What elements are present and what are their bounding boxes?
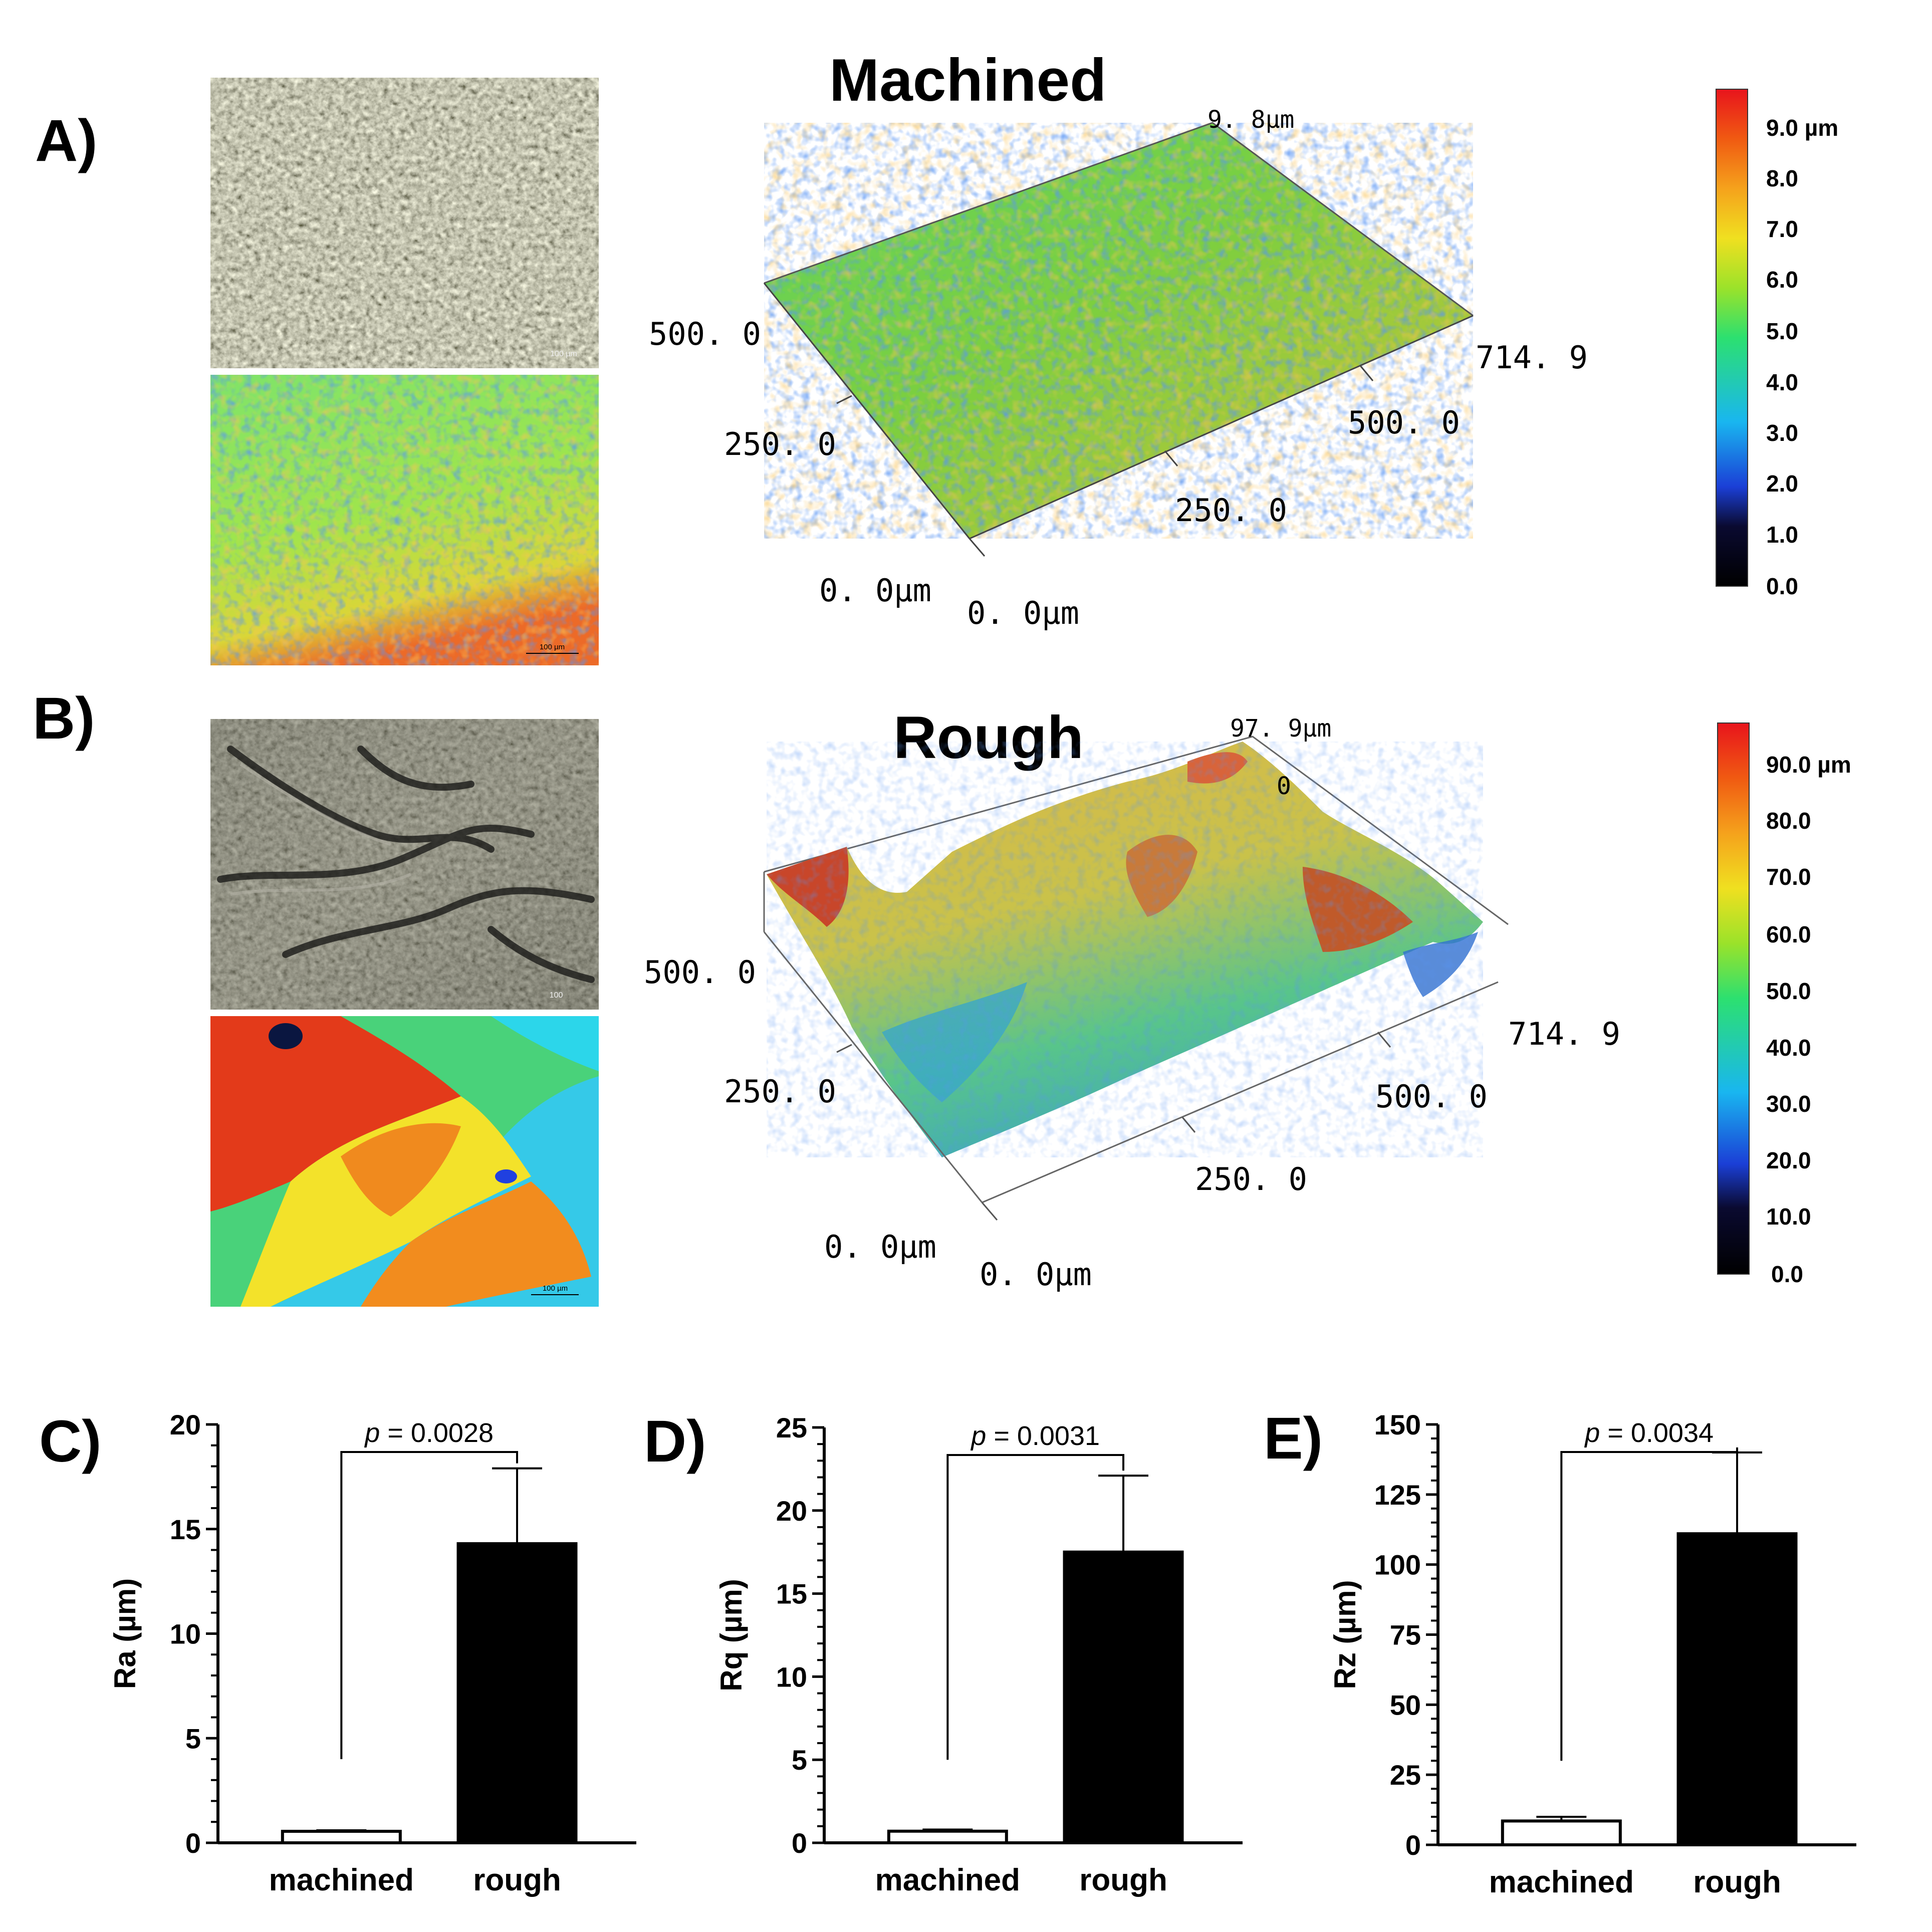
significance-bracket <box>340 1451 519 1759</box>
rough-cbar-label-50: 50.0 <box>1766 978 1811 1004</box>
x-tick-label-rough: rough <box>473 1863 561 1897</box>
machined-cbar-label-4: 4.0 <box>1766 369 1798 395</box>
machined-cbar-label-8: 8.0 <box>1766 165 1798 191</box>
rough-cbar-label-40: 40.0 <box>1766 1035 1811 1061</box>
y-tick-label: 10 <box>170 1618 201 1650</box>
p-value-annotation: p = 0.0031 <box>970 1421 1100 1451</box>
rough-colorbar <box>1717 722 1750 1275</box>
p-value-annotation: p = 0.0034 <box>1584 1418 1714 1448</box>
rough-cbar-label-80: 80.0 <box>1766 808 1811 834</box>
rough-cbar-label-30: 30.0 <box>1766 1091 1811 1117</box>
machined-cbar-label-3: 3.0 <box>1766 420 1798 446</box>
p-value-annotation: p = 0.0028 <box>364 1418 494 1448</box>
y-tick-label: 150 <box>1374 1409 1421 1440</box>
rough-zero-label: 0 <box>1277 772 1291 800</box>
y-tick-label: 25 <box>1390 1759 1421 1791</box>
y-tick-label: 5 <box>185 1723 201 1754</box>
rough-y-tick-500: 500. 0 <box>644 954 756 991</box>
y-tick-label: 75 <box>1390 1619 1421 1651</box>
y-tick-label: 15 <box>170 1514 201 1545</box>
machined-cbar-label-9: 9.0 µm <box>1766 115 1839 141</box>
bar-machined <box>1501 1819 1622 1847</box>
y-tick-label: 125 <box>1374 1479 1421 1511</box>
y-tick-label: 20 <box>170 1409 201 1440</box>
rough-map-scale: 100 µm <box>543 1284 568 1293</box>
machined-x-tick-714: 714. 9 <box>1476 339 1588 376</box>
rough-3d-surface <box>763 736 1509 1221</box>
y-tick-label: 20 <box>776 1495 807 1527</box>
y-tick-label: 15 <box>776 1578 807 1610</box>
machined-3d-surface <box>763 122 1474 557</box>
x-tick-label-machined: machined <box>269 1863 414 1897</box>
chart-2-group: 0 25 50 75 100 125 150 Rz (µm) machined rough p = … <box>1328 1409 1856 1899</box>
y-axis-label: Rq (µm) <box>714 1579 748 1692</box>
rough-cbar-label-0: 0.0 <box>1771 1261 1803 1287</box>
y-tick-label: 100 <box>1374 1549 1421 1581</box>
machined-origin-y: 0. 0µm <box>819 572 931 609</box>
rough-x-tick-250: 250. 0 <box>1195 1161 1307 1197</box>
machined-cbar-label-7: 7.0 <box>1766 216 1798 242</box>
bar-rough <box>1063 1550 1184 1844</box>
y-tick-label: 25 <box>776 1412 807 1443</box>
x-tick-label-rough: rough <box>1079 1863 1167 1897</box>
machined-cbar-label-0: 0.0 <box>1766 573 1798 599</box>
y-tick-label: 0 <box>792 1827 807 1859</box>
machined-3d-title: Machined <box>829 47 1107 114</box>
panel-label-a: A) <box>35 108 98 174</box>
x-tick-label-machined: machined <box>875 1863 1020 1897</box>
machined-origin-x: 0. 0µm <box>967 595 1079 631</box>
rough-cbar-label-10: 10.0 <box>1766 1203 1811 1230</box>
machined-x-tick-250: 250. 0 <box>1175 492 1287 529</box>
y-axis-label: Ra (µm) <box>108 1578 142 1689</box>
rough-cbar-label-90: 90.0 µm <box>1766 752 1851 778</box>
rough-cbar-label-20: 20.0 <box>1766 1147 1811 1173</box>
machined-zmax-label: 9. 8µm <box>1208 106 1294 134</box>
machined-map-scale: 100 µm <box>540 643 565 651</box>
panel-label-d: D) <box>644 1408 706 1475</box>
rough-3d-title: Rough <box>893 704 1084 771</box>
machined-y-tick-250: 250. 0 <box>724 426 836 462</box>
rough-photo-scale: 100 <box>550 991 563 1000</box>
y-tick-label: 5 <box>792 1744 807 1776</box>
rough-micrograph: 100 <box>210 719 599 1010</box>
machined-micrograph: 100 µm <box>210 78 599 368</box>
x-tick-label-rough: rough <box>1693 1865 1781 1899</box>
y-axis-label: Rz (µm) <box>1328 1580 1362 1689</box>
panel-label-e: E) <box>1264 1405 1323 1472</box>
panel-label-b: B) <box>33 685 95 752</box>
rough-y-tick-250: 250. 0 <box>724 1073 836 1110</box>
rough-cbar-label-60: 60.0 <box>1766 921 1811 947</box>
chart-0-group: 0 5 10 15 20 Ra (µm) machined rough p = 0.0028 <box>108 1409 636 1897</box>
machined-cbar-label-6: 6.0 <box>1766 267 1798 293</box>
rough-x-tick-500: 500. 0 <box>1375 1078 1488 1115</box>
machined-colorbar <box>1716 89 1748 587</box>
machined-x-tick-500: 500. 0 <box>1348 404 1460 441</box>
chart-1-group: 0 5 10 15 20 25 Rq (µm) machined rough p = 0.0031 <box>714 1412 1243 1897</box>
panel-label-c: C) <box>39 1408 102 1475</box>
y-tick-label: 0 <box>185 1827 201 1859</box>
y-tick-label: 10 <box>776 1661 807 1693</box>
rough-origin-x: 0. 0µm <box>980 1256 1092 1293</box>
machined-height-map: 100 µm <box>210 375 599 665</box>
rough-origin-y: 0. 0µm <box>824 1229 936 1265</box>
significance-bracket <box>1560 1447 1739 1761</box>
machined-cbar-label-1: 1.0 <box>1766 522 1798 548</box>
machined-photo-scale: 100 µm <box>550 350 577 358</box>
rough-cbar-label-70: 70.0 <box>1766 864 1811 890</box>
significance-bracket <box>946 1454 1125 1760</box>
y-tick-label: 0 <box>1405 1829 1421 1861</box>
machined-cbar-label-2: 2.0 <box>1766 470 1798 497</box>
bar-rough <box>1676 1532 1798 1846</box>
machined-y-tick-500: 500. 0 <box>649 316 761 352</box>
y-tick-label: 50 <box>1390 1689 1421 1721</box>
rough-zmax-label: 97. 9µm <box>1230 714 1331 743</box>
rough-x-tick-714: 714. 9 <box>1508 1016 1620 1052</box>
x-tick-label-machined: machined <box>1489 1865 1634 1899</box>
machined-cbar-label-5: 5.0 <box>1766 318 1798 344</box>
rough-height-map: 100 µm <box>210 1016 599 1307</box>
